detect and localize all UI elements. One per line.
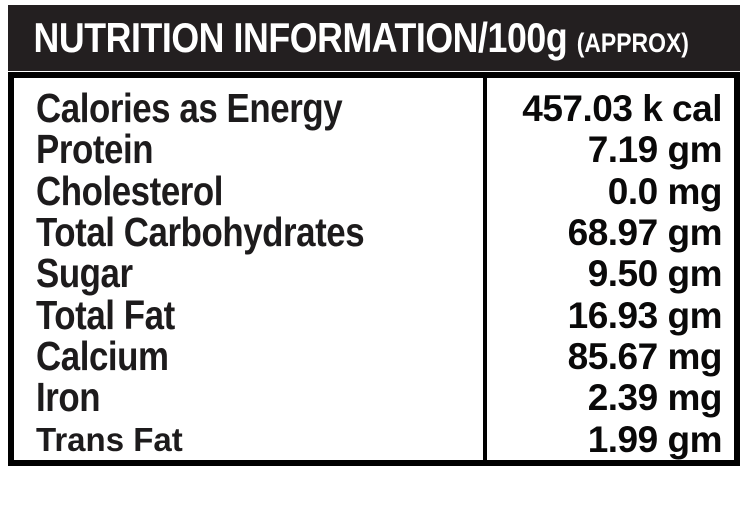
header-title-approx: (APPROX) (576, 28, 689, 58)
table-row: Iron 2.39 mg (14, 377, 734, 418)
nutrient-value: 9.50 gm (587, 253, 723, 295)
table-row: Calories as Energy 457.03 k cal (14, 88, 734, 129)
nutrient-label: Total Carbohydrates (36, 209, 365, 256)
header-bar: NUTRITION INFORMATION/100g (APPROX) (8, 5, 740, 71)
nutrient-value: 16.93 gm (567, 294, 723, 336)
nutrient-value: 68.97 gm (567, 212, 723, 254)
nutrient-value-cell: 2.39 mg (487, 379, 734, 416)
nutrient-value-cell: 16.93 gm (487, 297, 734, 334)
nutrient-label-cell: Total Carbohydrates (14, 212, 487, 253)
nutrient-label: Calcium (36, 333, 169, 380)
header-title-main: NUTRITION INFORMATION/100g (33, 14, 568, 61)
nutrient-label-cell: Protein (14, 129, 487, 170)
nutrient-label-cell: Cholesterol (14, 167, 487, 214)
nutrient-label: Trans Fat (36, 420, 183, 458)
nutrient-value-cell: 1.99 gm (487, 421, 734, 458)
nutrient-label: Total Fat (36, 291, 175, 338)
column-divider (483, 78, 487, 460)
nutrition-rows: Calories as Energy 457.03 k cal Protein … (14, 78, 734, 460)
nutrient-label-cell: Calcium (14, 336, 487, 377)
table-row: Total Carbohydrates 68.97 gm (14, 212, 734, 253)
nutrient-label-cell: Sugar (14, 253, 487, 294)
nutrient-value-cell: 85.67 mg (487, 338, 734, 375)
nutrient-label: Sugar (36, 250, 133, 297)
nutrition-table: Calories as Energy 457.03 k cal Protein … (8, 72, 740, 466)
nutrient-value-cell: 9.50 gm (487, 255, 734, 292)
nutrient-label: Protein (36, 126, 154, 173)
nutrient-value: 7.19 gm (587, 129, 723, 171)
nutrient-label: Cholesterol (36, 167, 224, 214)
table-row: Sugar 9.50 gm (14, 253, 734, 294)
nutrient-label-cell: Iron (14, 377, 487, 418)
nutrient-value: 2.39 mg (587, 377, 723, 419)
nutrient-value-cell: 68.97 gm (487, 214, 734, 251)
nutrient-value: 457.03 k cal (522, 88, 722, 130)
table-row: Calcium 85.67 mg (14, 336, 734, 377)
nutrient-label: Calories as Energy (36, 85, 343, 132)
nutrient-label-cell: Calories as Energy (14, 88, 487, 129)
table-row: Cholesterol 0.0 mg (14, 167, 734, 214)
table-row: Protein 7.19 gm (14, 129, 734, 170)
nutrient-value: 1.99 gm (587, 418, 723, 460)
nutrient-value: 0.0 mg (607, 170, 723, 212)
nutrient-label-cell: Trans Fat (14, 423, 487, 456)
table-row: Trans Fat 1.99 gm (14, 419, 734, 460)
table-row: Total Fat 16.93 gm (14, 291, 734, 338)
nutrient-value: 85.67 mg (567, 336, 723, 378)
nutrient-label-cell: Total Fat (14, 291, 487, 338)
nutrient-label: Iron (36, 374, 101, 421)
nutrient-value-cell: 7.19 gm (487, 131, 734, 168)
nutrient-value-cell: 0.0 mg (487, 173, 734, 210)
header-title: NUTRITION INFORMATION/100g (APPROX) (8, 17, 689, 59)
nutrient-value-cell: 457.03 k cal (487, 90, 734, 127)
